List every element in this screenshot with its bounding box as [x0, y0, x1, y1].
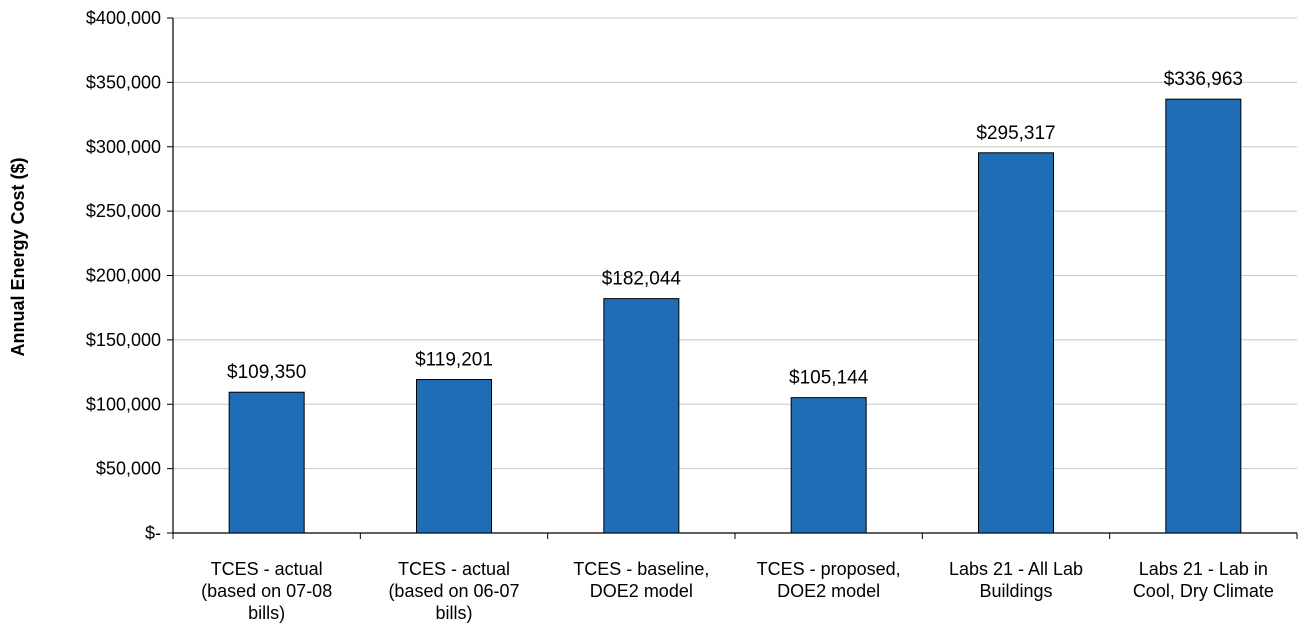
bars	[228, 98, 1242, 534]
data-label: $109,350	[227, 362, 306, 383]
category-label-line: (based on 06-07	[388, 581, 519, 601]
y-tick-label: $250,000	[86, 201, 161, 221]
category-label: Labs 21 - All Lab Buildings	[949, 559, 1083, 601]
category-label: TCES - actual (based on 07-08 bills)	[201, 559, 332, 623]
y-tick-label: $350,000	[86, 72, 161, 92]
data-label: $119,201	[415, 350, 493, 371]
bar	[1165, 98, 1242, 534]
bar	[228, 391, 305, 534]
category-label-line: TCES - actual	[398, 559, 510, 579]
axes	[167, 17, 1298, 539]
category-label: TCES - baseline, DOE2 model	[573, 559, 709, 601]
x-category-labels: TCES - actual (based on 07-08 bills)TCES -…	[201, 559, 1274, 623]
category-label: Labs 21 - Lab in Cool, Dry Climate	[1133, 559, 1274, 601]
category-label: TCES - proposed, DOE2 model	[757, 559, 901, 601]
y-tick-label: $300,000	[86, 137, 161, 157]
data-labels: $109,350 $119,201 $182,044 $105,144 $295,317…	[227, 69, 1243, 388]
y-tick-label: $200,000	[86, 266, 161, 286]
y-tick-label: $400,000	[86, 8, 161, 28]
category-label-line: DOE2 model	[777, 581, 880, 601]
data-label: $336,963	[1164, 69, 1243, 90]
category-label-line: TCES - actual	[211, 559, 323, 579]
category-label-line: TCES - baseline,	[573, 559, 709, 579]
category-label-line: TCES - proposed,	[757, 559, 901, 579]
y-tick-labels: $- $50,000 $100,000 $150,000 $200,000 $250,00…	[86, 8, 161, 543]
bar	[978, 152, 1054, 534]
y-tick-label: $100,000	[86, 394, 161, 414]
data-label: $182,044	[602, 269, 682, 290]
category-label-line: Cool, Dry Climate	[1133, 581, 1274, 601]
category-label-line: bills)	[435, 603, 472, 623]
y-axis-title: Annual Energy Cost ($)	[8, 157, 28, 356]
bar	[416, 379, 492, 534]
data-label: $105,144	[789, 368, 869, 389]
category-label-line: DOE2 model	[590, 581, 693, 601]
data-label: $295,317	[976, 123, 1055, 144]
bar	[790, 397, 867, 534]
category-label-line: Labs 21 - Lab in	[1139, 559, 1268, 579]
category-label-line: Buildings	[979, 581, 1052, 601]
category-label-line: bills)	[248, 603, 285, 623]
y-tick-label: $-	[145, 523, 161, 543]
y-tick-label: $50,000	[96, 459, 161, 479]
category-label: TCES - actual (based on 06-07 bills)	[388, 559, 519, 623]
category-label-line: Labs 21 - All Lab	[949, 559, 1083, 579]
category-label-line: (based on 07-08	[201, 581, 332, 601]
y-tick-label: $150,000	[86, 330, 161, 350]
gridlines	[173, 17, 1297, 470]
bar	[603, 298, 680, 534]
